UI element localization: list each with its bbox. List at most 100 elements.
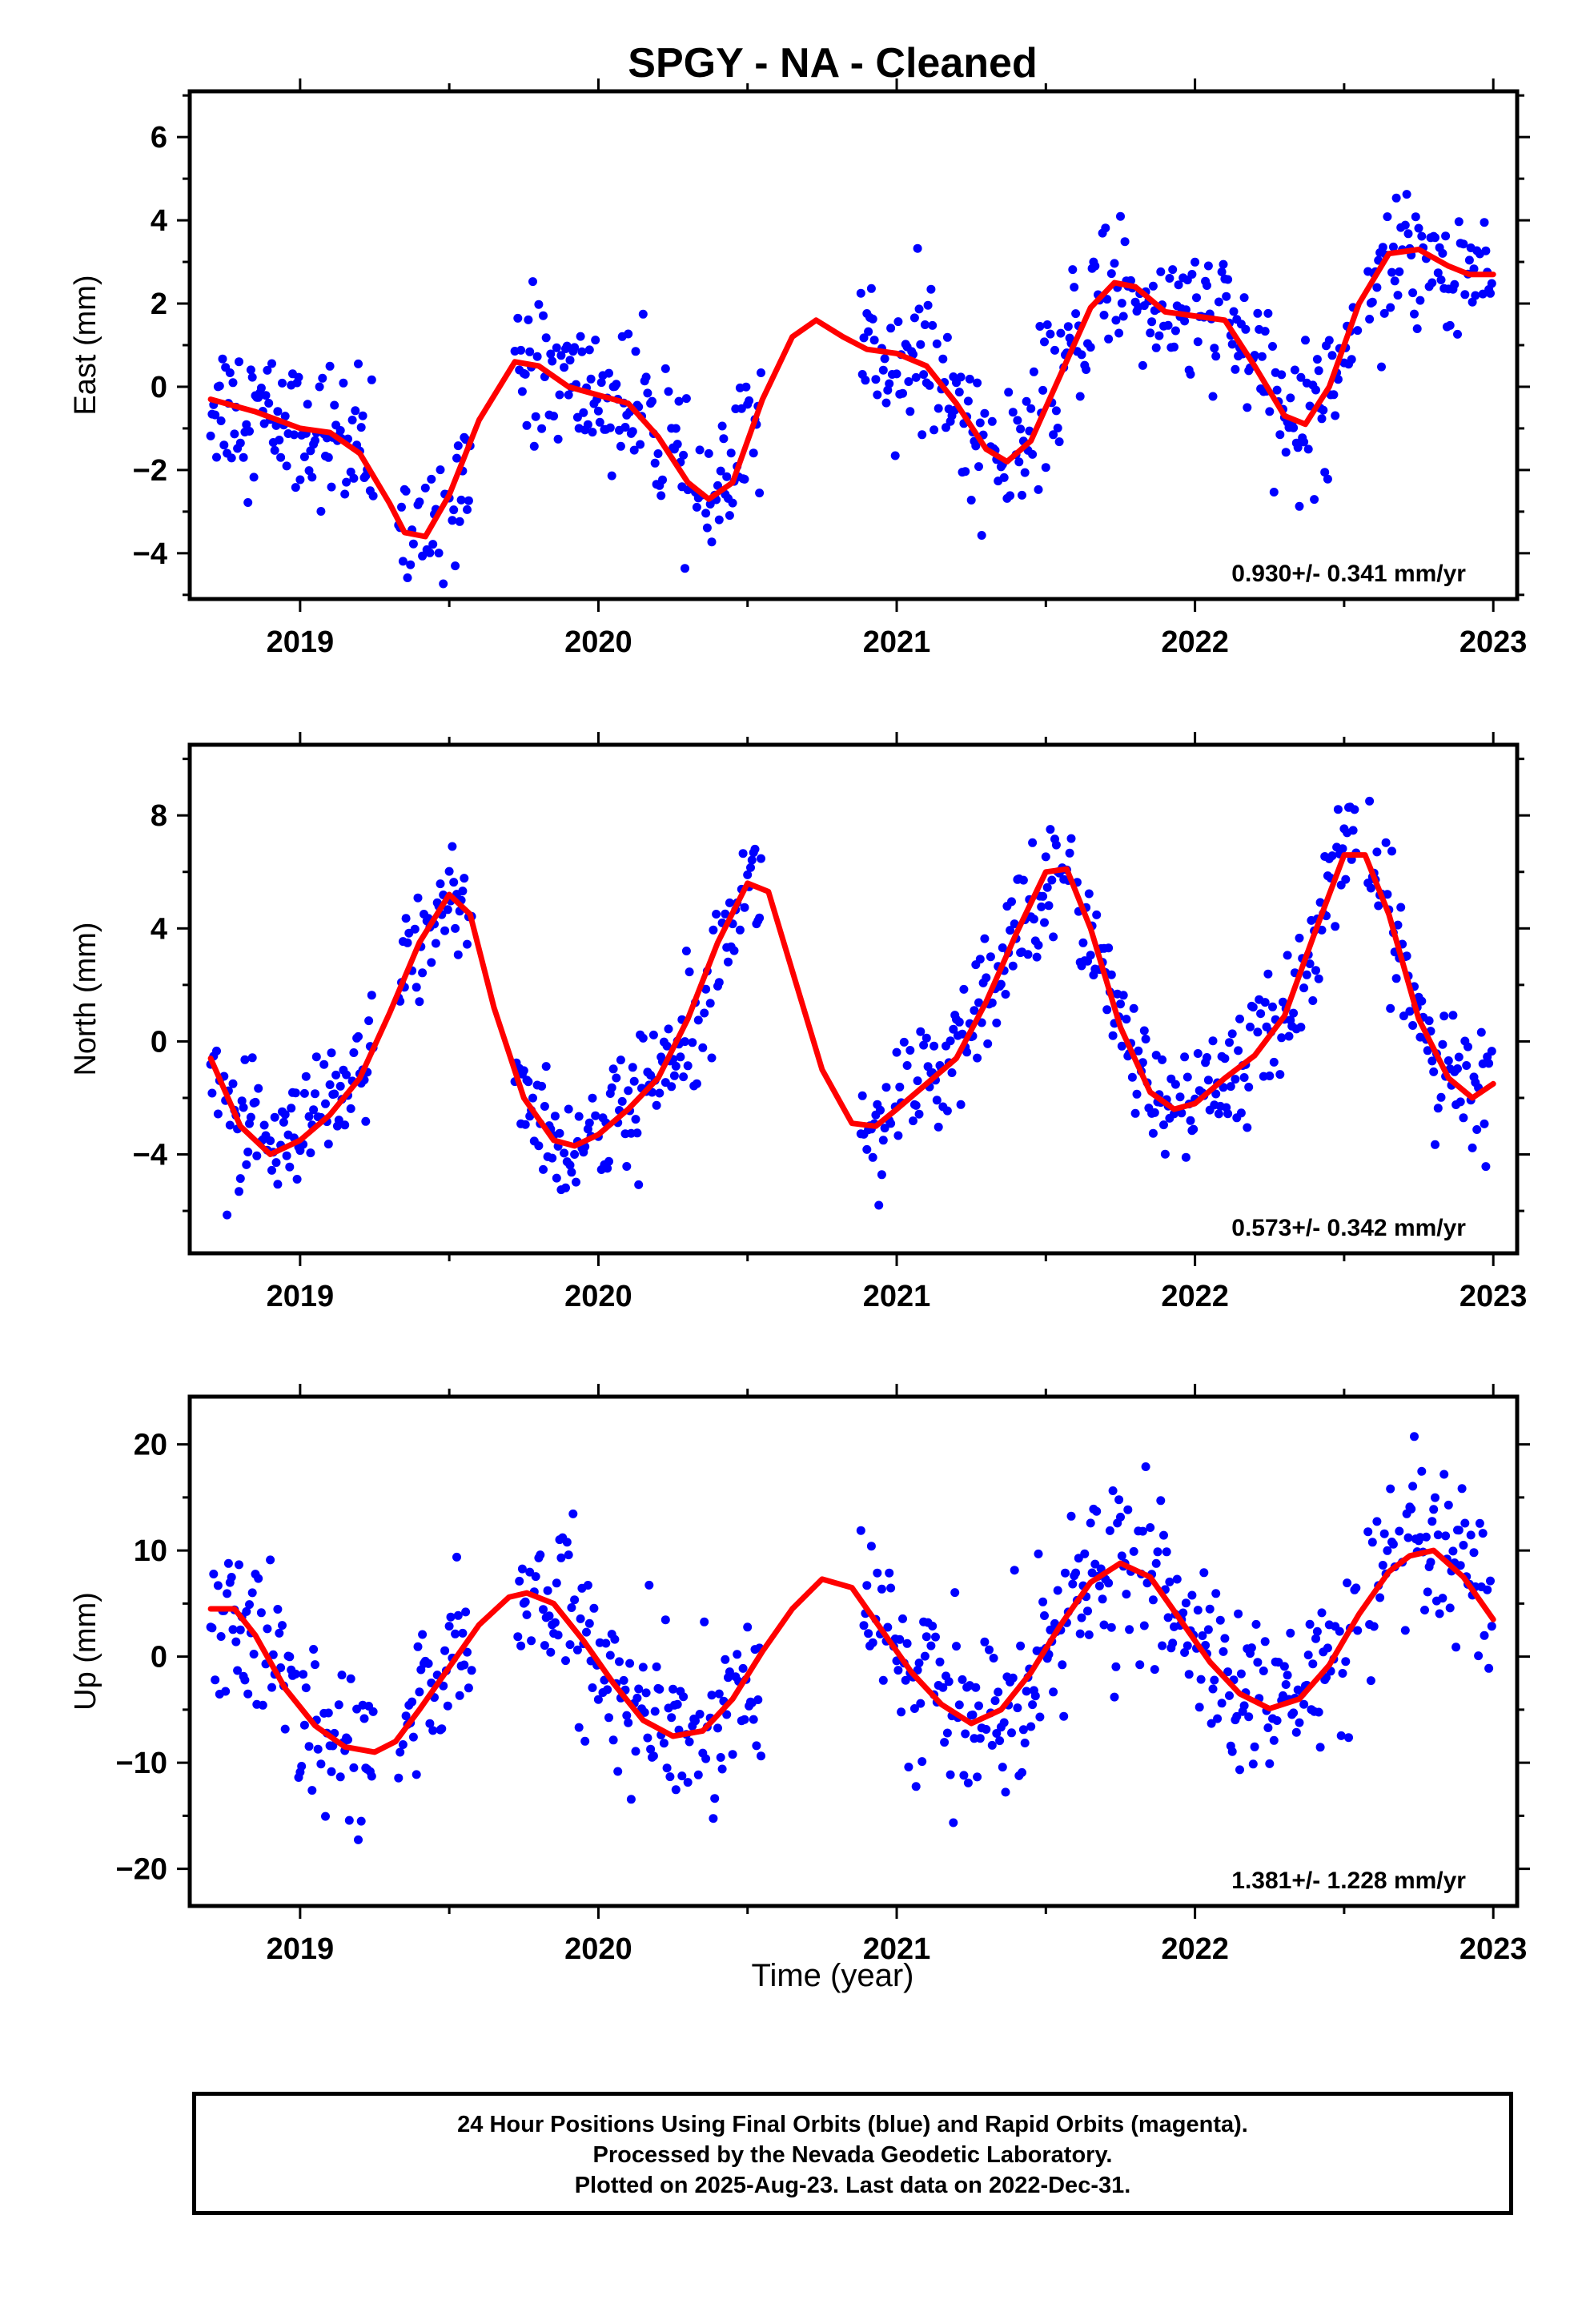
data-point — [1403, 229, 1413, 239]
data-point — [873, 1568, 882, 1578]
data-point — [463, 505, 472, 514]
data-point — [743, 1622, 753, 1632]
data-point — [1090, 261, 1100, 271]
data-point — [451, 561, 460, 571]
data-point — [1243, 1123, 1252, 1132]
data-point — [1099, 311, 1109, 320]
data-point — [561, 1656, 570, 1666]
data-point — [280, 1110, 290, 1120]
data-point — [1158, 1055, 1167, 1064]
data-point — [342, 477, 351, 487]
data-point — [327, 1767, 336, 1776]
data-point — [1454, 217, 1464, 227]
data-point — [1284, 1031, 1294, 1041]
data-point — [243, 498, 253, 507]
data-point — [546, 349, 556, 359]
data-point — [982, 973, 991, 983]
data-point — [270, 1112, 279, 1122]
data-point — [278, 378, 287, 388]
data-point — [1383, 212, 1392, 222]
data-point — [1066, 834, 1076, 843]
data-point — [550, 1618, 560, 1627]
data-point — [448, 516, 457, 525]
data-point — [1367, 297, 1377, 307]
data-point — [1032, 952, 1042, 962]
data-point — [893, 1131, 903, 1140]
data-point — [1077, 350, 1086, 360]
data-point — [861, 376, 870, 385]
data-point — [973, 378, 982, 388]
data-point — [227, 453, 236, 463]
data-point — [449, 878, 459, 887]
data-point — [868, 314, 877, 324]
data-point — [1486, 1576, 1495, 1586]
data-point — [685, 1737, 694, 1747]
data-point — [701, 984, 711, 994]
data-point — [254, 1574, 263, 1583]
data-point — [931, 1632, 940, 1642]
data-point — [1065, 848, 1074, 858]
data-point — [467, 1666, 476, 1675]
data-point — [424, 601, 433, 610]
data-point — [963, 1778, 973, 1787]
data-point — [1193, 337, 1203, 347]
data-point — [1431, 233, 1439, 243]
data-point — [246, 365, 255, 375]
data-point — [1253, 308, 1263, 318]
data-point — [1111, 316, 1121, 325]
data-point — [358, 411, 367, 420]
data-point — [998, 1763, 1007, 1772]
data-point — [1165, 1577, 1174, 1586]
data-point — [299, 452, 309, 461]
data-point — [1102, 295, 1112, 304]
data-point — [634, 1180, 644, 1189]
data-point — [856, 288, 865, 298]
data-point — [661, 1615, 670, 1625]
data-point — [961, 467, 970, 476]
data-point — [1181, 1152, 1191, 1162]
data-point — [228, 1625, 238, 1634]
data-point — [1175, 1092, 1185, 1102]
data-point — [624, 329, 633, 339]
data-point — [1460, 1518, 1470, 1528]
data-point — [334, 1700, 343, 1710]
y-tick-label: −20 — [116, 1853, 167, 1887]
data-point — [1020, 1739, 1030, 1747]
data-point — [986, 952, 995, 962]
data-point — [223, 1558, 233, 1568]
data-point — [977, 531, 986, 540]
data-point — [914, 1659, 924, 1668]
data-point — [403, 573, 412, 582]
data-point — [932, 339, 942, 348]
data-point — [1427, 278, 1437, 287]
data-point — [728, 498, 737, 508]
data-point — [1320, 468, 1330, 477]
data-point — [243, 1689, 253, 1699]
data-point — [920, 1651, 930, 1661]
data-point — [1296, 1023, 1306, 1032]
data-point — [648, 396, 656, 406]
data-point — [974, 998, 983, 1007]
data-point — [1331, 922, 1340, 931]
data-point — [607, 1083, 616, 1092]
data-point — [1053, 1586, 1062, 1595]
data-point — [1244, 1712, 1254, 1722]
data-point — [987, 416, 997, 426]
data-point — [237, 1096, 247, 1106]
data-point — [1068, 1579, 1078, 1589]
data-point — [576, 332, 585, 341]
data-point — [264, 399, 274, 408]
data-point — [1049, 430, 1058, 440]
data-point — [935, 1657, 945, 1667]
data-point — [1268, 342, 1277, 351]
data-point — [605, 423, 615, 432]
data-point — [946, 1036, 955, 1046]
data-point — [604, 368, 613, 378]
chart-title: SPGY - NA - Cleaned — [628, 40, 1037, 86]
data-point — [733, 1650, 742, 1659]
data-point — [401, 1711, 411, 1721]
data-point — [724, 957, 733, 967]
data-point — [453, 441, 463, 451]
data-point — [282, 461, 291, 471]
data-point — [857, 1091, 867, 1100]
